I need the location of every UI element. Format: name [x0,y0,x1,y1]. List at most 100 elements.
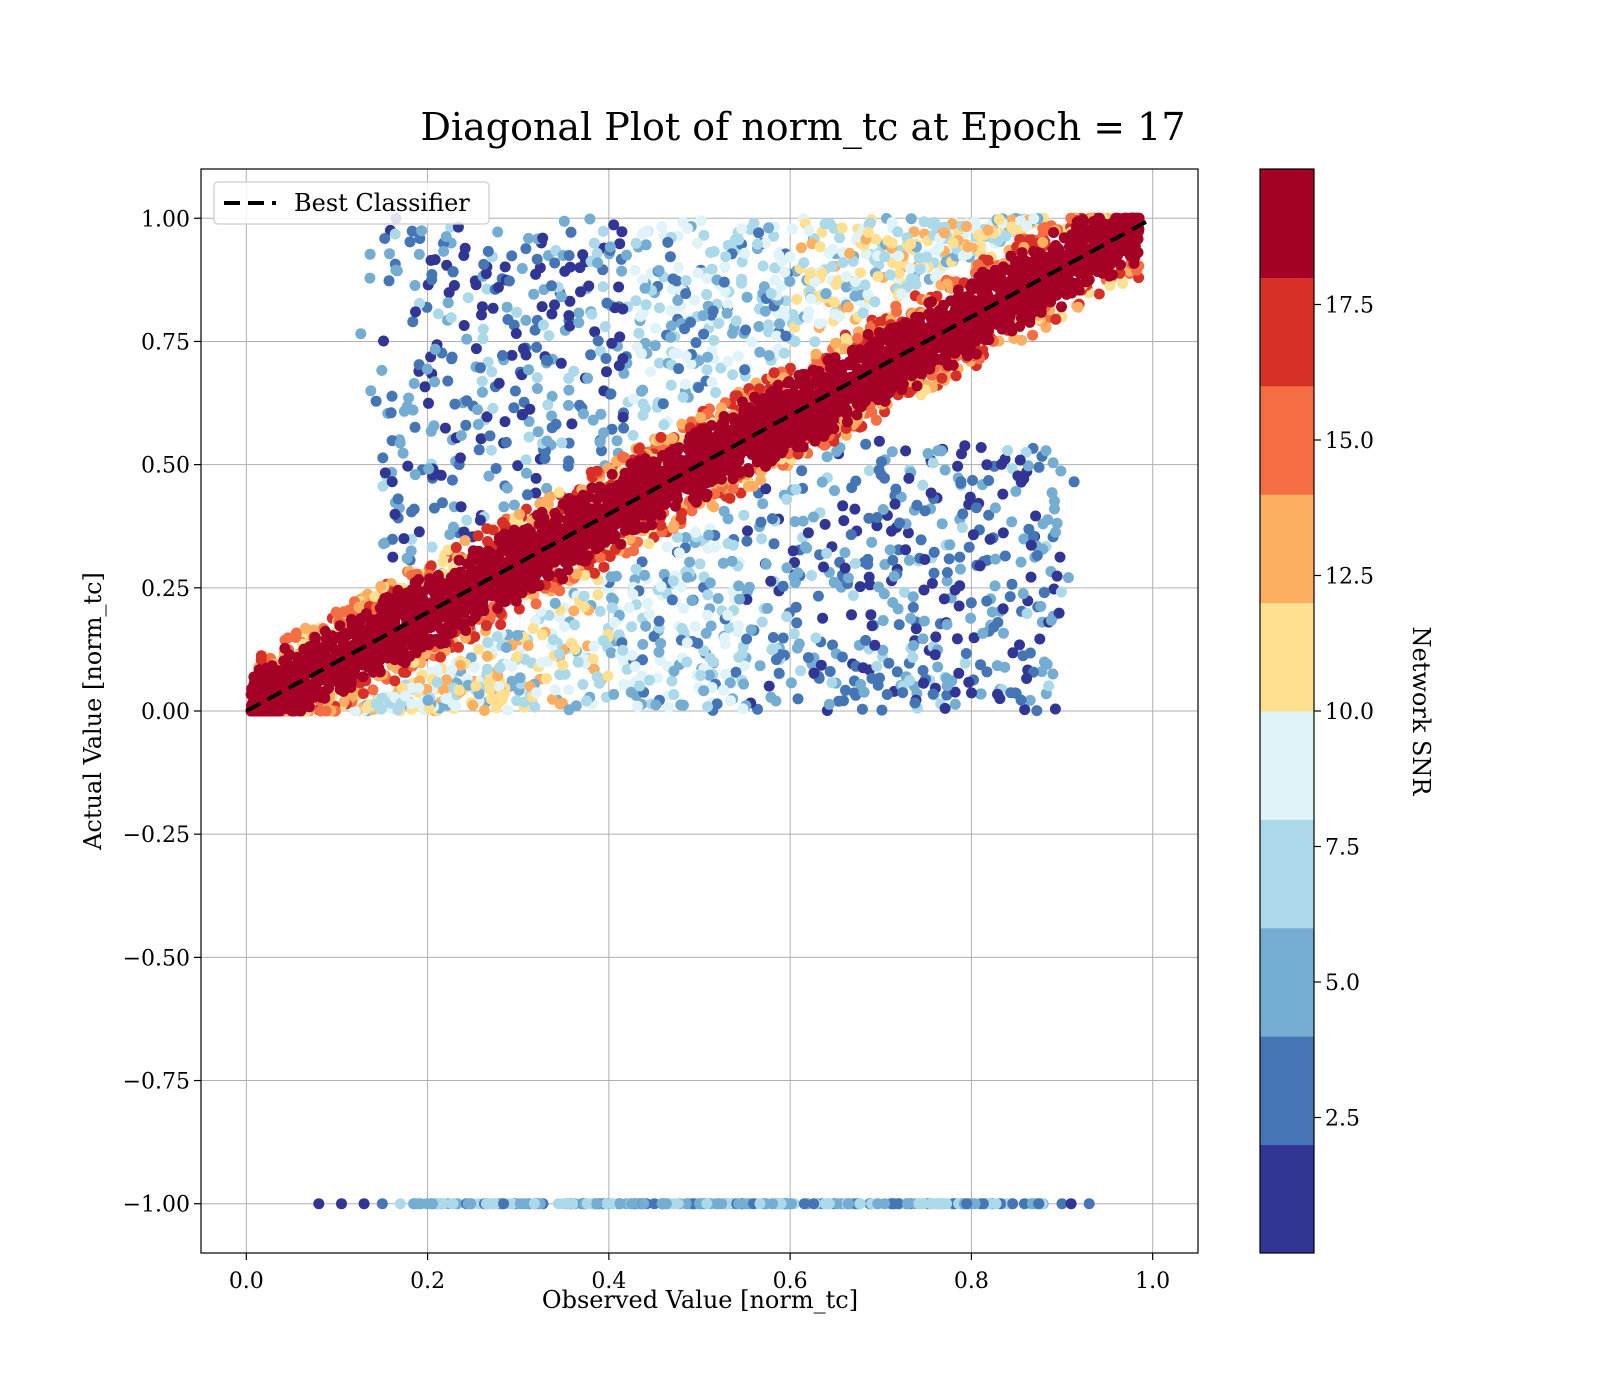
scatter-point [701,273,713,284]
scatter-point [808,1198,820,1210]
scatter-point [719,632,731,644]
scatter-point [877,644,889,656]
scatter-point [300,622,311,634]
scatter-point [577,679,589,690]
scatter-point [1053,607,1065,619]
scatter-point [866,406,878,418]
scatter-point [370,395,382,407]
scatter-point [377,480,389,492]
scatter-point [450,700,462,712]
scatter-point [501,482,513,494]
scatter-point [720,668,732,680]
scatter-point [1046,487,1058,499]
scatter-point [548,634,559,646]
scatter-point [467,699,479,711]
scatter-point [563,704,575,716]
scatter-point [1027,329,1039,341]
scatter-point [820,288,832,300]
scatter-point [959,657,971,669]
scatter-point [893,250,905,262]
chart-title: Diagonal Plot of norm_tc at Epoch = 17 [420,105,1185,150]
scatter-point [679,323,691,335]
scatter-point [918,1198,930,1210]
scatter-point [905,612,917,624]
scatter-point [837,500,849,512]
scatter-point [516,263,528,274]
scatter-point [954,580,966,592]
scatter-point [458,250,470,261]
scatter-point [608,219,620,231]
scatter-point [446,474,458,486]
scatter-point [330,606,342,618]
scatter-point [1093,288,1105,300]
scatter-point [953,667,965,679]
scatter-point [767,1198,778,1210]
scatter-point [470,680,482,692]
scatter-point [492,602,504,614]
scatter-point [723,1198,735,1210]
scatter-point [997,603,1009,615]
scatter-point [543,609,555,621]
scatter-point [756,533,768,545]
scatter-point [887,1198,899,1210]
scatter-point [392,493,404,505]
scatter-point [369,591,381,603]
scatter-point [594,605,606,617]
scatter-point [743,466,755,478]
scatter-point [581,1198,593,1210]
scatter-point [558,621,570,633]
scatter-point [1021,220,1033,232]
scatter-point [757,260,769,272]
scatter-point [796,465,808,477]
scatter-point [602,670,614,682]
scatter-point [637,409,649,421]
scatter-point [617,353,629,365]
scatter-point [487,402,499,414]
scatter-point [438,245,450,257]
scatter-point [377,452,389,464]
scatter-point [970,335,982,347]
scatter-point [1062,572,1074,584]
scatter-point [429,376,441,388]
scatter-point [842,1198,854,1210]
scatter-point [626,621,638,633]
scatter-point [713,318,725,329]
scatter-point [966,687,977,699]
scatter-point [993,213,1005,225]
scatter-point [510,328,522,339]
scatter-point [718,684,729,696]
scatter-point [828,296,840,308]
scatter-point [893,268,905,280]
scatter-point [562,460,574,472]
scatter-point [703,529,715,541]
scatter-point [680,288,692,300]
scatter-point [973,229,985,241]
scatter-point [358,1198,370,1210]
scatter-point [763,680,775,692]
scatter-point [282,632,294,644]
scatter-point [702,351,713,363]
scatter-point [500,436,512,448]
scatter-point [606,602,618,614]
scatter-point [563,310,575,322]
scatter-point [777,580,789,592]
scatter-point [676,507,688,519]
scatter-point [512,629,523,641]
scatter-point [494,662,506,674]
scatter-point [546,390,558,402]
scatter-point [391,265,403,277]
scatter-point [579,569,591,581]
scatter-point [653,615,665,627]
scatter-point [909,697,921,709]
scatter-point [499,416,511,428]
scatter-point [851,332,863,344]
scatter-point [476,375,488,387]
scatter-point [963,676,975,688]
scatter-point [968,632,980,644]
scatter-point [879,472,890,484]
scatter-point [851,409,863,421]
scatter-point [598,427,610,439]
scatter-point [445,312,457,324]
scatter-point [874,672,885,684]
scatter-point [860,438,872,450]
